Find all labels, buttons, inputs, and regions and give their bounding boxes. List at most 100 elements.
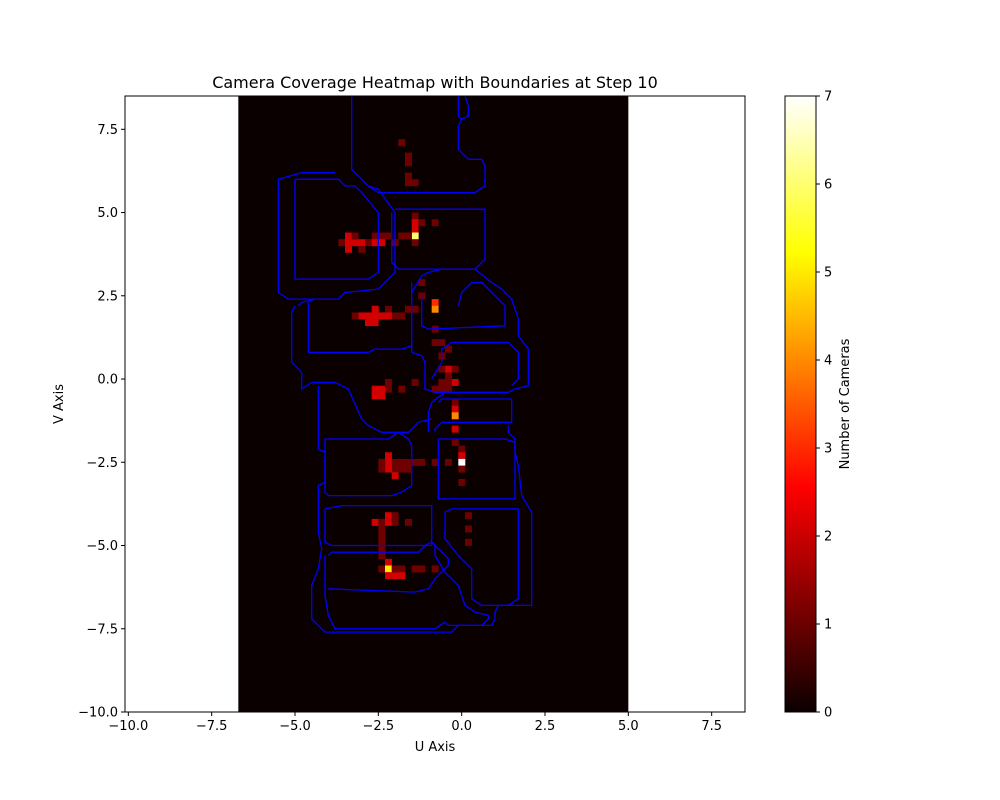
colorbar-tick-label: 0 — [824, 706, 832, 721]
heatmap-cell — [418, 458, 426, 466]
boundary-line — [324, 504, 433, 547]
heatmap-cell — [385, 452, 392, 460]
boundary-line — [294, 178, 379, 280]
heatmap-cell — [398, 232, 406, 240]
x-axis-label: U Axis — [415, 740, 456, 755]
heatmap-cell — [351, 239, 359, 247]
heatmap-cell — [378, 532, 386, 540]
heatmap-cell — [445, 345, 452, 353]
heatmap-cell — [438, 365, 446, 373]
y-tick-label: 2.5 — [97, 289, 118, 304]
x-tick-label: 0.0 — [451, 719, 472, 734]
heatmap-cell — [445, 385, 452, 393]
heatmap-cell — [398, 458, 406, 466]
heatmap-cell — [445, 365, 452, 373]
heatmap-cell — [431, 565, 439, 573]
y-axis-label: V Axis — [52, 384, 67, 424]
heatmap-cell — [378, 239, 386, 247]
colorbar-tick-label: 5 — [824, 266, 832, 281]
heatmap-cell — [431, 458, 439, 466]
heatmap-cell — [398, 572, 406, 580]
heatmap-cell — [365, 312, 372, 320]
colorbar-ticks: 0 1 2 3 4 5 6 7 — [816, 90, 832, 721]
heatmap-cell — [391, 458, 399, 466]
heatmap-cell — [378, 385, 386, 393]
heatmap-cell — [378, 518, 386, 526]
x-axis: −10.0 −7.5 −5.0 −2.5 0.0 2.5 5.0 7.5 — [108, 712, 722, 734]
y-tick-label: 0.0 — [97, 373, 118, 388]
heatmap-cell — [438, 385, 446, 393]
heatmap-cell — [385, 232, 392, 240]
heatmap-cell — [385, 518, 392, 526]
colorbar-tick-label: 7 — [824, 90, 832, 105]
heatmap-cell — [358, 239, 366, 247]
heatmap-cell — [451, 405, 459, 413]
heatmap-cell — [411, 379, 419, 386]
colorbar-tick-label: 2 — [824, 530, 832, 545]
boundary-line — [391, 208, 486, 270]
heatmap-cell — [418, 565, 426, 573]
heatmap-cell — [371, 305, 379, 313]
heatmap-cell — [391, 312, 399, 320]
boundary-line — [291, 305, 432, 433]
heatmap-cell — [371, 312, 379, 320]
heatmap-cell — [458, 445, 466, 453]
heatmap-cell — [391, 572, 399, 580]
colorbar-gradient — [784, 95, 817, 713]
colorbar-tick-label: 6 — [824, 178, 832, 193]
y-tick-label: −2.5 — [86, 456, 118, 471]
heatmap-cell — [431, 299, 439, 307]
heatmap-cell — [405, 465, 412, 473]
heatmap-cell — [378, 538, 386, 546]
colorbar-tick-label: 3 — [824, 442, 832, 457]
x-tick-label: 2.5 — [535, 719, 556, 734]
heatmap-cell — [385, 465, 392, 473]
heatmap-cell — [418, 279, 426, 287]
heatmap-cell — [365, 239, 372, 247]
heatmap-cell — [451, 412, 459, 420]
boundary-line — [297, 298, 316, 307]
heatmap-cell — [451, 425, 459, 433]
heatmap-cell — [378, 458, 386, 466]
heatmap-cell — [371, 392, 379, 400]
heatmap-cell — [438, 379, 446, 386]
heatmap-cell — [338, 239, 346, 247]
heatmap-cell — [431, 385, 439, 393]
heatmap-cell — [371, 319, 379, 327]
heatmap-cell — [445, 458, 452, 466]
heatmap-cell — [431, 339, 439, 347]
y-tick-label: 5.0 — [97, 206, 118, 221]
heatmap-background — [238, 96, 629, 712]
heatmap-cell — [371, 232, 379, 240]
heatmap-cell — [385, 558, 392, 566]
heatmap-cell — [391, 512, 399, 520]
heatmap-cell — [345, 245, 352, 253]
boundary-line — [307, 302, 412, 354]
heatmap-cell — [418, 219, 426, 227]
boundary-line — [434, 398, 513, 433]
heatmap-cell — [398, 565, 406, 573]
heatmap-cell — [385, 305, 392, 313]
heatmap-cell — [458, 458, 466, 466]
heatmap-cell — [458, 452, 466, 460]
colorbar: 0 1 2 3 4 5 6 7 Number of Cameras — [784, 90, 853, 721]
plot-area — [124, 95, 746, 713]
heatmap-cell — [385, 458, 392, 466]
heatmap-layer — [238, 96, 629, 712]
heatmap-cell — [371, 518, 379, 526]
boundary-line — [324, 431, 413, 497]
heatmap-cell — [358, 245, 366, 253]
heatmap-cell — [451, 379, 459, 386]
heatmap-cell — [371, 385, 379, 393]
boundary-line — [444, 508, 519, 607]
heatmap-cell — [385, 572, 392, 580]
heatmap-cell — [385, 312, 392, 320]
boundary-line — [411, 268, 529, 433]
heatmap-cell — [398, 385, 406, 393]
heatmap-cell — [411, 458, 419, 466]
heatmap-cell — [358, 312, 366, 320]
x-tick-label: −5.0 — [279, 719, 311, 734]
heatmap-cell — [445, 379, 452, 386]
heatmap-cell — [465, 525, 472, 533]
heatmap-cell — [351, 232, 359, 240]
